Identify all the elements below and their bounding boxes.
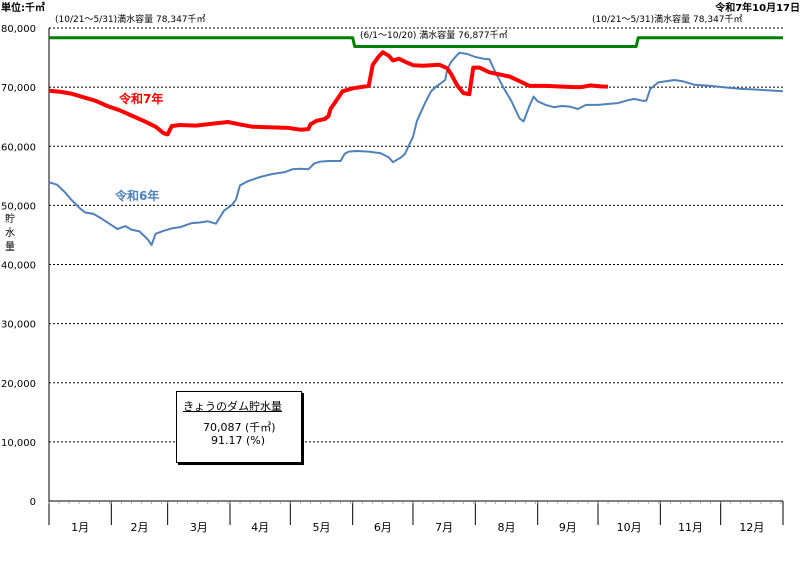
month-label: 10月 [617, 521, 642, 534]
legend-r6: 令和6年 [114, 188, 159, 203]
ylabel-char-3: 量 [5, 241, 15, 253]
gridlines [49, 27, 783, 443]
series-lines [48, 36, 784, 246]
unit-label: 単位:千㎥ [1, 1, 45, 14]
month-label: 6月 [374, 521, 392, 534]
today-storage-volume: 70,087 (千㎥) [203, 421, 276, 434]
y-tick-label: 30,000 [1, 320, 36, 331]
line-r6 [48, 51, 784, 246]
month-label: 4月 [251, 521, 269, 534]
y-tick-label: 40,000 [1, 261, 36, 272]
month-label: 5月 [312, 521, 330, 534]
capacity-label-right: (10/21～5/31)満水容量 78,347千㎥ [592, 13, 743, 25]
x-axis: 1月 2月 3月 4月 5月 6月 7月 8月 9月 10月 11月 12月 [48, 28, 784, 534]
today-storage-title: きょうのダム貯水量 [183, 400, 282, 413]
line-capacity [49, 36, 783, 48]
legend-r7: 令和7年 [118, 91, 163, 106]
date-label: 令和7年10月17日 [714, 1, 800, 14]
capacity-label-middle: (6/1～10/20) 満水容量 76,877千㎥ [360, 29, 508, 41]
y-tick-labels: 0 10,000 20,000 30,000 40,000 50,000 60,000 70,… [1, 24, 36, 508]
month-label: 2月 [130, 521, 148, 534]
y-tick-label: 50,000 [1, 201, 36, 212]
today-storage-box: きょうのダム貯水量 70,087 (千㎥) 91.17 (%) [176, 391, 302, 463]
month-label: 1月 [71, 521, 89, 534]
y-tick-label: 80,000 [1, 24, 36, 35]
month-label: 8月 [497, 521, 515, 534]
today-storage-percent: 91.17 (%) [211, 434, 266, 447]
y-tick-label: 20,000 [1, 379, 36, 390]
ylabel-char-2: 水 [5, 227, 15, 239]
month-label: 11月 [678, 521, 703, 534]
y-tick-label: 70,000 [1, 83, 36, 94]
ylabel-char-1: 貯 [5, 213, 15, 225]
month-label: 3月 [190, 521, 208, 534]
month-label: 12月 [739, 521, 764, 534]
y-tick-label: 60,000 [1, 142, 36, 153]
month-label: 7月 [435, 521, 453, 534]
line-r7 [48, 50, 609, 137]
capacity-label-left: (10/21～5/31)満水容量 78,347千㎥ [55, 13, 206, 25]
y-tick-label: 0 [30, 497, 36, 508]
month-label: 9月 [559, 521, 577, 534]
y-tick-label: 10,000 [1, 438, 36, 449]
